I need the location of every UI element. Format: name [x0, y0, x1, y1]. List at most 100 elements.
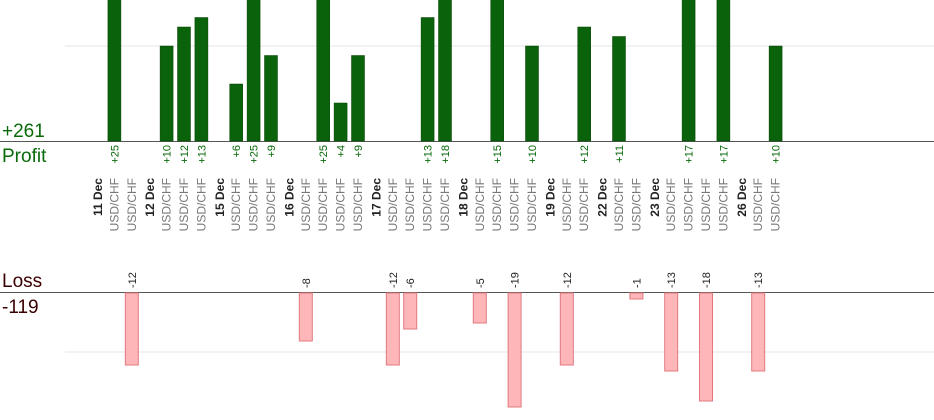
pair-label: USD/CHF: [612, 178, 626, 231]
profit-bar: [490, 0, 504, 142]
pair-label: USD/CHF: [560, 178, 574, 231]
pair-label: USD/CHF: [682, 178, 696, 231]
profit-value-label: +9: [266, 145, 278, 158]
day-label: 15 Dec: [213, 178, 227, 217]
day-label: 16 Dec: [282, 178, 296, 217]
profit-value-label: +12: [179, 145, 191, 164]
profit-bar: [194, 17, 209, 142]
profit-bar: [420, 17, 435, 142]
profit-bar: [612, 36, 626, 142]
profit-value-label: +11: [614, 145, 626, 163]
profit-bar: [351, 55, 365, 142]
profit-bar: [438, 0, 452, 142]
profit-value-label: +25: [318, 145, 330, 164]
profit-bar: [333, 102, 348, 142]
pair-label: USD/CHF: [577, 178, 591, 231]
loss-bar: [298, 292, 313, 342]
pair-label: USD/CHF: [334, 178, 348, 231]
profit-bar: [107, 0, 122, 142]
day-label: 11 Dec: [91, 178, 105, 216]
loss-value-label: -13: [666, 272, 678, 288]
profit-value-label: +17: [718, 145, 730, 164]
pair-label: USD/CHF: [229, 178, 243, 231]
profit-value-label: +6: [231, 145, 243, 158]
profit-bar: [577, 26, 591, 142]
day-label: 22 Dec: [596, 178, 610, 217]
profit-value-label: +12: [579, 145, 591, 164]
profit-bar: [177, 26, 191, 142]
pair-label: USD/CHF: [107, 178, 121, 231]
loss-value-label: -5: [475, 278, 487, 288]
profit-bar: [768, 45, 783, 142]
loss-bar: [629, 292, 644, 300]
loss-bar: [751, 292, 766, 372]
loss-total: -119: [2, 297, 39, 318]
profit-value-label: +15: [492, 145, 504, 164]
pair-label: USD/CHF: [194, 178, 208, 231]
pair-label: USD/CHF: [386, 178, 400, 231]
pair-label: USD/CHF: [473, 178, 487, 231]
loss-bar: [559, 292, 574, 366]
day-label: 23 Dec: [648, 178, 662, 217]
profit-value-label: +13: [196, 145, 208, 164]
pair-label: USD/CHF: [403, 178, 417, 231]
profit-bar: [246, 0, 261, 142]
loss-value-label: -12: [127, 272, 139, 288]
loss-bar: [507, 292, 522, 408]
loss-value-label: -18: [701, 272, 713, 288]
loss-value-label: -12: [388, 272, 400, 288]
loss-bar: [664, 292, 679, 372]
pair-label: USD/CHF: [247, 178, 261, 231]
day-label: 18 Dec: [456, 178, 470, 217]
pair-label: USD/CHF: [629, 178, 643, 231]
loss-value-label: -6: [405, 278, 417, 288]
loss-bar: [385, 292, 400, 366]
pair-label: USD/CHF: [490, 178, 504, 231]
profit-value-label: +13: [423, 145, 435, 164]
profit-value-label: +10: [771, 145, 783, 164]
profit-bar: [716, 0, 731, 142]
profit-bar: [159, 45, 174, 142]
day-label: 17 Dec: [369, 178, 383, 217]
pair-label: USD/CHF: [664, 178, 678, 231]
pair-label: USD/CHF: [525, 178, 539, 231]
profit-value-label: +25: [109, 145, 121, 164]
loss-bar: [403, 292, 418, 330]
loss-value-label: -12: [562, 272, 574, 288]
pair-label: USD/CHF: [125, 178, 139, 231]
profit-bar: [681, 0, 696, 142]
profit-value-label: +10: [527, 145, 539, 164]
loss-value-label: -13: [753, 272, 765, 288]
day-label: 26 Dec: [735, 178, 749, 217]
profit-value-label: +18: [440, 145, 452, 164]
profit-value-label: +17: [684, 145, 696, 164]
pair-label: USD/CHF: [299, 178, 313, 231]
profit-bar: [525, 45, 539, 142]
pair-label: USD/CHF: [177, 178, 191, 231]
pair-label: USD/CHF: [508, 178, 522, 231]
pair-label: USD/CHF: [160, 178, 174, 231]
profit-label: Profit: [2, 146, 47, 167]
loss-bar: [699, 292, 713, 402]
pair-label: USD/CHF: [438, 178, 452, 231]
pair-label: USD/CHF: [751, 178, 765, 231]
pair-label: USD/CHF: [421, 178, 435, 231]
profit-bar: [264, 55, 278, 142]
pair-label: USD/CHF: [351, 178, 365, 231]
profit-bar: [229, 83, 243, 142]
loss-label: Loss: [2, 271, 42, 292]
profit-value-label: +10: [162, 145, 174, 164]
loss-value-label: -19: [510, 272, 522, 288]
day-label: 12 Dec: [143, 178, 157, 217]
profit-value-label: +4: [336, 145, 348, 158]
pair-label: USD/CHF: [769, 178, 783, 231]
profit-total: +261: [2, 121, 45, 142]
pair-label: USD/CHF: [716, 178, 730, 231]
day-label: 19 Dec: [543, 178, 557, 217]
pair-label: USD/CHF: [316, 178, 330, 231]
pair-label: USD/CHF: [264, 178, 278, 231]
loss-bar: [472, 292, 487, 324]
profit-bar: [316, 0, 330, 142]
profit-value-label: +25: [249, 145, 261, 164]
